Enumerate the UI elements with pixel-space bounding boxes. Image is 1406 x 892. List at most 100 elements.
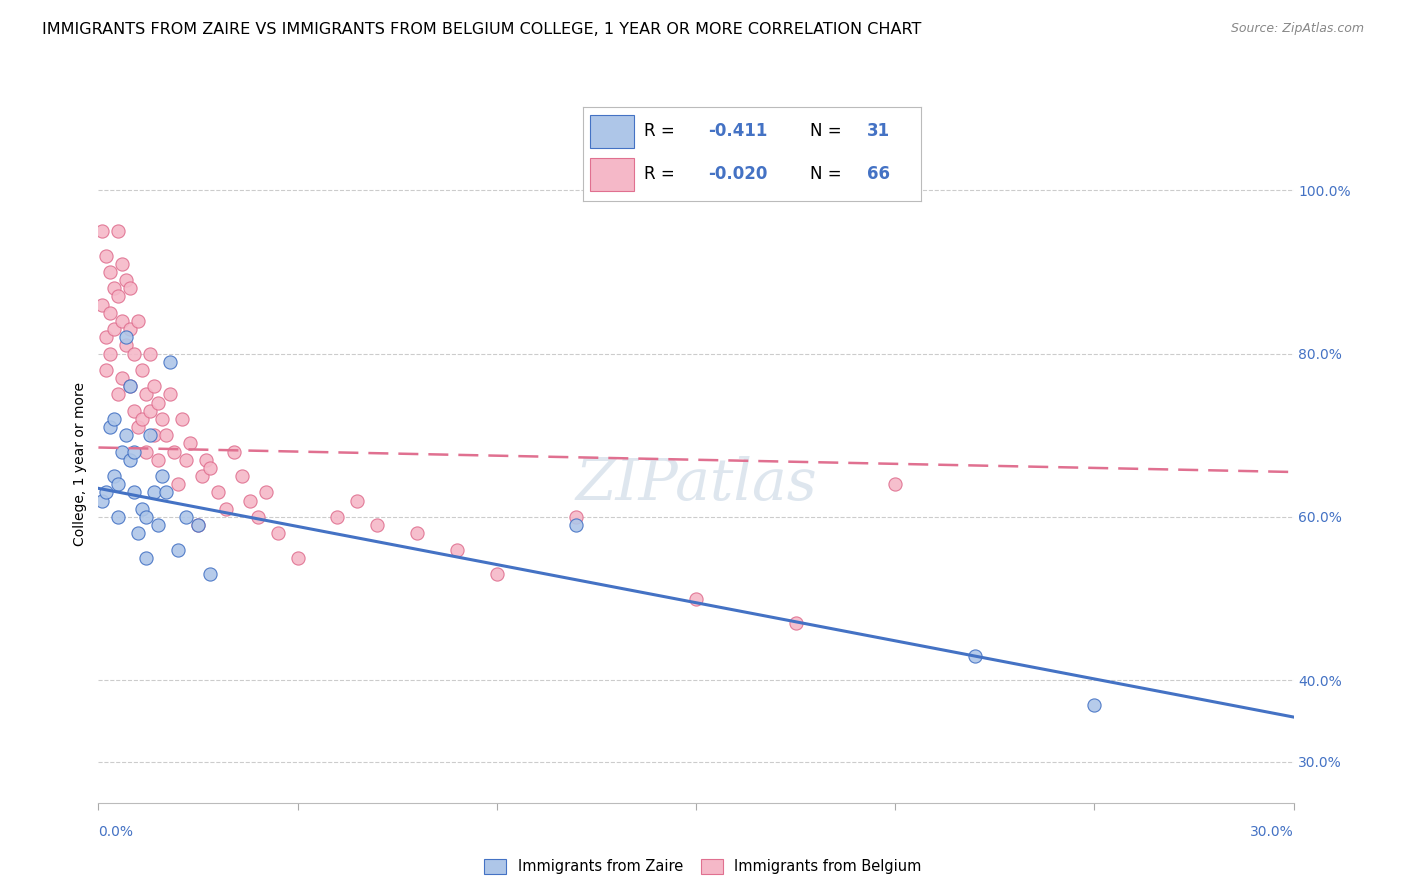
Point — [111, 371, 134, 385]
Point — [107, 510, 129, 524]
Point — [120, 379, 142, 393]
Point — [222, 444, 245, 458]
Point — [91, 224, 114, 238]
Point — [103, 281, 125, 295]
Point — [131, 363, 153, 377]
Text: IMMIGRANTS FROM ZAIRE VS IMMIGRANTS FROM BELGIUM COLLEGE, 1 YEAR OR MORE CORRELA: IMMIGRANTS FROM ZAIRE VS IMMIGRANTS FROM… — [42, 22, 921, 37]
Point — [143, 379, 166, 393]
Point — [103, 322, 125, 336]
Point — [100, 420, 122, 434]
Text: ZIPatlas: ZIPatlas — [575, 456, 817, 512]
Text: -0.020: -0.020 — [709, 166, 768, 184]
Point — [124, 346, 146, 360]
Text: 0.0%: 0.0% — [98, 825, 134, 839]
Point — [446, 542, 468, 557]
Point — [100, 265, 122, 279]
Point — [174, 452, 197, 467]
Point — [115, 273, 138, 287]
Point — [207, 485, 229, 500]
Point — [107, 289, 129, 303]
Point — [163, 444, 186, 458]
Point — [107, 477, 129, 491]
Point — [107, 224, 129, 238]
Point — [124, 485, 146, 500]
Point — [172, 412, 194, 426]
Point — [239, 493, 262, 508]
Point — [139, 403, 162, 417]
Text: R =: R = — [644, 122, 675, 140]
Point — [143, 428, 166, 442]
Point — [267, 526, 290, 541]
Point — [1083, 698, 1105, 712]
Point — [785, 616, 807, 631]
Point — [111, 444, 134, 458]
Point — [115, 428, 138, 442]
Point — [127, 314, 149, 328]
Point — [159, 387, 181, 401]
Text: 31: 31 — [868, 122, 890, 140]
Point — [107, 387, 129, 401]
Point — [120, 322, 142, 336]
Point — [100, 306, 122, 320]
Point — [884, 477, 907, 491]
Point — [96, 363, 118, 377]
Point — [131, 501, 153, 516]
Point — [91, 493, 114, 508]
Point — [155, 485, 177, 500]
Point — [246, 510, 269, 524]
Point — [124, 403, 146, 417]
Text: N =: N = — [810, 122, 841, 140]
Point — [100, 346, 122, 360]
Point — [120, 379, 142, 393]
Point — [366, 518, 388, 533]
Point — [135, 510, 157, 524]
Point — [148, 395, 170, 409]
Point — [346, 493, 368, 508]
Point — [254, 485, 277, 500]
Point — [179, 436, 201, 450]
Point — [127, 526, 149, 541]
Point — [198, 567, 221, 582]
Point — [231, 469, 253, 483]
Point — [143, 485, 166, 500]
Y-axis label: College, 1 year or more: College, 1 year or more — [73, 382, 87, 546]
Point — [187, 518, 209, 533]
Point — [565, 518, 588, 533]
Point — [115, 330, 138, 344]
Legend: Immigrants from Zaire, Immigrants from Belgium: Immigrants from Zaire, Immigrants from B… — [478, 853, 928, 880]
Point — [159, 355, 181, 369]
Point — [287, 550, 309, 565]
Text: 30.0%: 30.0% — [1250, 825, 1294, 839]
Text: -0.411: -0.411 — [709, 122, 768, 140]
Point — [127, 420, 149, 434]
Point — [155, 428, 177, 442]
Point — [91, 297, 114, 311]
Point — [174, 510, 197, 524]
Point — [150, 412, 173, 426]
Point — [187, 518, 209, 533]
Point — [124, 444, 146, 458]
Point — [120, 452, 142, 467]
Point — [135, 444, 157, 458]
Point — [485, 567, 508, 582]
Point — [326, 510, 349, 524]
Point — [139, 428, 162, 442]
Text: R =: R = — [644, 166, 675, 184]
Point — [131, 412, 153, 426]
Point — [685, 591, 707, 606]
Point — [167, 542, 190, 557]
Point — [565, 510, 588, 524]
Point — [111, 314, 134, 328]
Point — [111, 257, 134, 271]
Point — [96, 330, 118, 344]
FancyBboxPatch shape — [591, 114, 634, 148]
Point — [215, 501, 238, 516]
Point — [191, 469, 214, 483]
Point — [148, 452, 170, 467]
Point — [195, 452, 218, 467]
Point — [96, 249, 118, 263]
Point — [406, 526, 429, 541]
Point — [103, 469, 125, 483]
Point — [96, 485, 118, 500]
Point — [120, 281, 142, 295]
